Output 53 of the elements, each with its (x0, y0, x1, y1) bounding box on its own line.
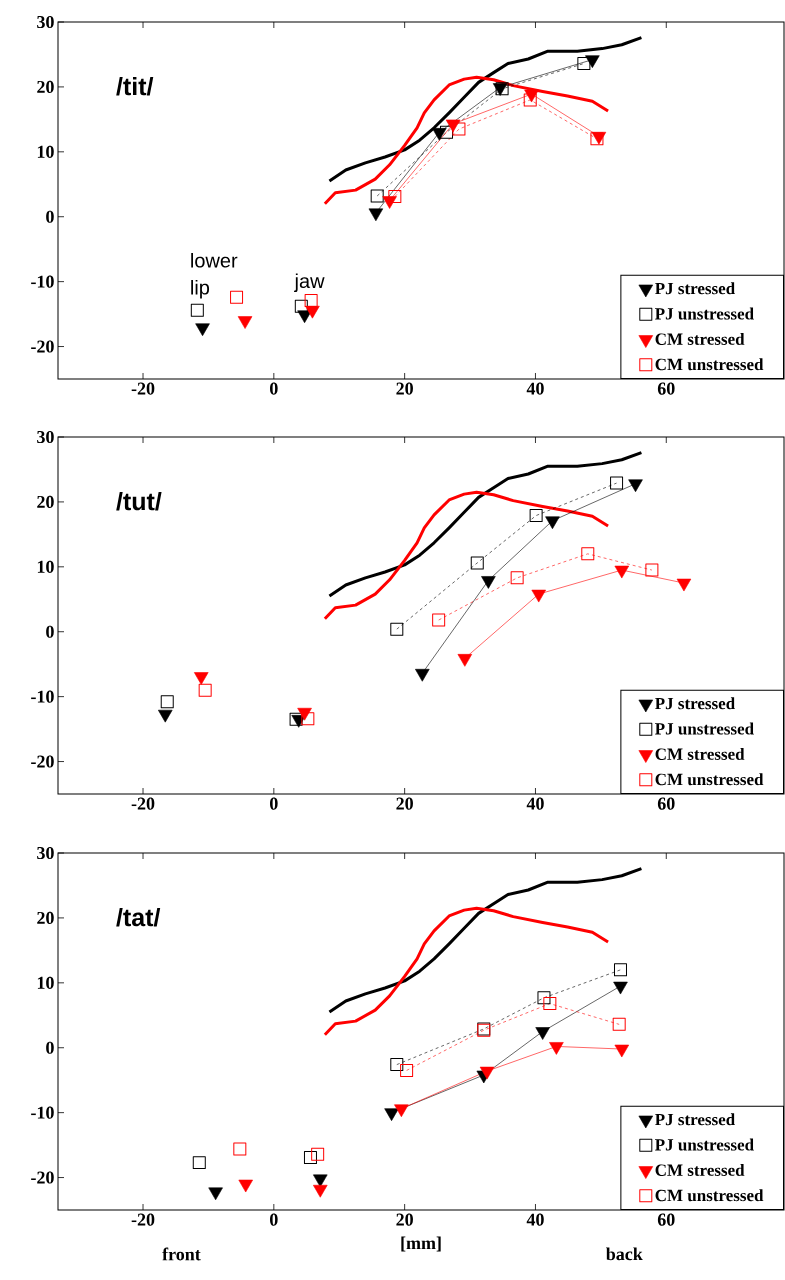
x-tick-label: 0 (270, 1213, 278, 1226)
text: back (606, 1247, 643, 1261)
y-tick-label: 10 (37, 560, 54, 573)
legend-label: CM unstressed (655, 358, 764, 371)
y-tick-label: 30 (37, 15, 54, 29)
annotation: lower lip (191, 252, 238, 299)
y-tick-label: -10 (31, 275, 54, 288)
legend-label: CM stressed (655, 1163, 745, 1176)
legend-label: PJ stressed (655, 1113, 735, 1126)
annotation: jaw (294, 273, 325, 293)
legend-label: CM unstressed (655, 1189, 764, 1202)
y-tick-label: 20 (37, 495, 54, 508)
y-tick-label: 10 (37, 976, 54, 989)
y-tick-label: -20 (31, 1171, 54, 1184)
y-tick-label: 0 (46, 210, 54, 223)
x-tick-label: 60 (657, 1213, 675, 1226)
x-tick-label: 40 (526, 382, 544, 395)
y-tick-label: 20 (37, 911, 54, 924)
y-tick-label: -10 (31, 690, 54, 703)
text: /tut/ (116, 491, 162, 511)
x-tick-label: 0 (270, 797, 278, 810)
text: /tit/ (116, 76, 154, 96)
x-tick-label: 20 (396, 797, 413, 810)
legend-label: PJ stressed (655, 282, 735, 295)
legend-label: CM stressed (655, 747, 745, 760)
y-tick-label: 10 (37, 145, 54, 158)
x-tick-label: 20 (396, 1213, 413, 1226)
text: /tat/ (116, 907, 161, 927)
y-tick-label: -20 (31, 340, 54, 353)
x-tick-label: 60 (657, 382, 675, 395)
y-tick-label: 30 (37, 430, 54, 444)
x-tick-label: 40 (526, 797, 544, 810)
y-tick-label: 20 (37, 80, 54, 93)
x-tick-label: -20 (131, 382, 155, 395)
y-tick-label: -10 (31, 1106, 54, 1119)
legend-label: PJ unstressed (655, 307, 754, 320)
y-tick-label: 0 (46, 1041, 54, 1054)
x-tick-label: -20 (131, 797, 155, 810)
text: front (162, 1247, 201, 1261)
y-tick-label: -20 (31, 755, 54, 768)
legend-label: PJ stressed (655, 697, 735, 710)
y-tick-label: 30 (37, 846, 54, 860)
x-tick-label: 40 (526, 1213, 544, 1226)
x-tick-label: 60 (657, 797, 675, 810)
x-tick-label: -20 (131, 1213, 155, 1226)
legend-label: PJ unstressed (655, 1138, 754, 1151)
x-tick-label: 20 (396, 382, 413, 395)
legend-label: PJ unstressed (655, 722, 754, 735)
x-axis-title: [mm] (401, 1236, 441, 1252)
y-tick-label: 0 (46, 625, 54, 638)
legend-label: CM stressed (655, 332, 745, 345)
x-tick-label: 0 (270, 382, 278, 395)
legend-label: CM unstressed (655, 773, 764, 786)
